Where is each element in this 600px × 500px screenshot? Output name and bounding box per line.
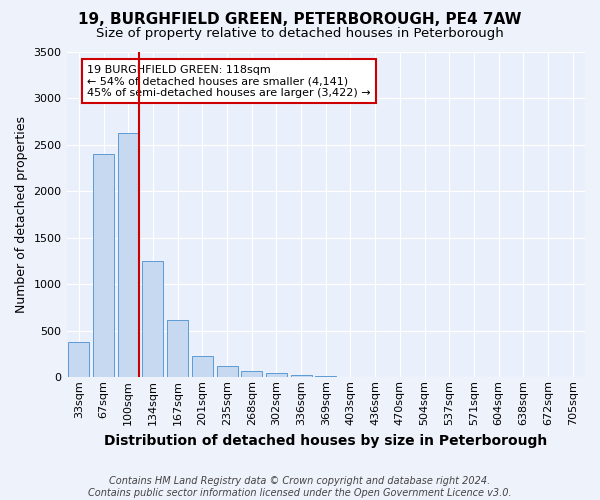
Bar <box>241 371 262 378</box>
Text: Contains HM Land Registry data © Crown copyright and database right 2024.
Contai: Contains HM Land Registry data © Crown c… <box>88 476 512 498</box>
Bar <box>142 261 163 378</box>
Text: 19 BURGHFIELD GREEN: 118sqm
← 54% of detached houses are smaller (4,141)
45% of : 19 BURGHFIELD GREEN: 118sqm ← 54% of det… <box>87 64 371 98</box>
X-axis label: Distribution of detached houses by size in Peterborough: Distribution of detached houses by size … <box>104 434 547 448</box>
Bar <box>192 356 213 378</box>
Text: 19, BURGHFIELD GREEN, PETERBOROUGH, PE4 7AW: 19, BURGHFIELD GREEN, PETERBOROUGH, PE4 … <box>78 12 522 28</box>
Bar <box>217 366 238 378</box>
Bar <box>68 342 89 378</box>
Y-axis label: Number of detached properties: Number of detached properties <box>15 116 28 313</box>
Bar <box>93 154 114 378</box>
Bar <box>290 374 311 378</box>
Bar <box>315 376 336 378</box>
Bar <box>266 372 287 378</box>
Bar <box>118 134 139 378</box>
Text: Size of property relative to detached houses in Peterborough: Size of property relative to detached ho… <box>96 28 504 40</box>
Bar <box>167 320 188 378</box>
